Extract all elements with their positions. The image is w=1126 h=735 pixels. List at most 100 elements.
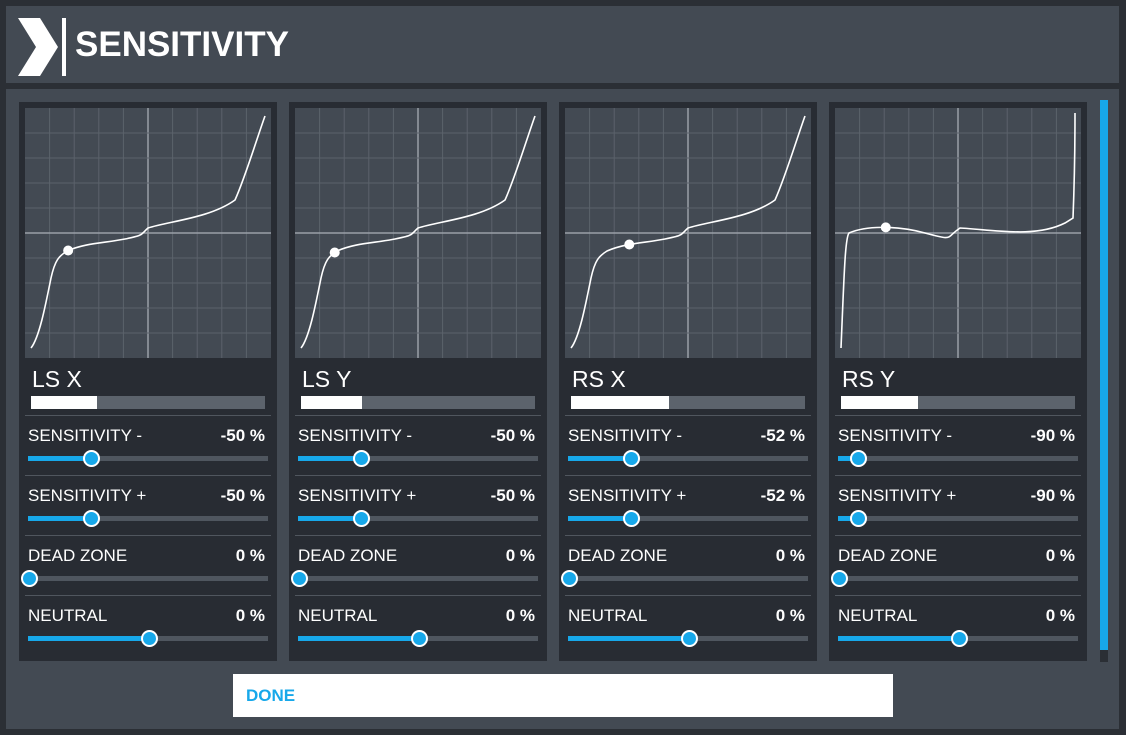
setting-row: SENSITIVITY - -52 % — [565, 415, 811, 476]
input-position-dot — [880, 222, 891, 233]
setting-slider[interactable] — [568, 510, 808, 527]
setting-slider[interactable] — [28, 630, 268, 647]
setting-value: 0 % — [775, 606, 805, 625]
setting-slider[interactable] — [298, 510, 538, 527]
setting-value: 0 % — [1045, 606, 1075, 625]
setting-label: SENSITIVITY - — [838, 426, 952, 445]
setting-row: NEUTRAL 0 % — [565, 595, 811, 656]
slider-knob[interactable] — [850, 450, 868, 467]
input-level-fill — [841, 396, 919, 409]
setting-slider[interactable] — [568, 630, 808, 647]
slider-fill — [568, 516, 631, 521]
input-level-bar — [841, 396, 1075, 409]
done-button[interactable]: DONE — [233, 674, 893, 717]
setting-row: SENSITIVITY - -50 % — [295, 415, 541, 476]
axis-panel: LS Y SENSITIVITY - -50 % SENSITIVITY + -50 %… — [289, 102, 547, 661]
setting-value: 0 % — [505, 606, 535, 625]
setting-row: SENSITIVITY + -52 % — [565, 475, 811, 536]
input-level-fill — [301, 396, 362, 409]
input-position-dot — [63, 245, 74, 256]
response-curve-graph — [295, 108, 541, 358]
slider-knob[interactable] — [831, 570, 848, 587]
slider-knob[interactable] — [623, 450, 641, 467]
setting-label: SENSITIVITY + — [568, 486, 687, 505]
slider-fill — [838, 516, 858, 521]
chevron-logo-icon — [18, 18, 66, 76]
input-level-fill — [31, 396, 97, 409]
response-curve-graph — [25, 108, 271, 358]
setting-row: DEAD ZONE 0 % — [831, 535, 1081, 596]
setting-value: 0 % — [775, 546, 805, 565]
slider-fill — [298, 516, 361, 521]
setting-slider[interactable] — [28, 450, 268, 467]
setting-value: 0 % — [235, 606, 265, 625]
axis-label: LS X — [32, 366, 82, 392]
curve-chart — [835, 108, 1081, 358]
setting-slider[interactable] — [298, 630, 538, 647]
sensitivity-content: LS X SENSITIVITY - -50 % SENSITIVITY + -50 %… — [6, 89, 1119, 729]
slider-fill — [838, 636, 958, 641]
setting-slider[interactable] — [568, 450, 808, 467]
axis-panel: RS Y SENSITIVITY - -90 % SENSITIVITY + -90 %… — [829, 102, 1087, 661]
setting-label: SENSITIVITY + — [28, 486, 147, 505]
setting-row: SENSITIVITY - -50 % — [25, 415, 271, 476]
setting-slider[interactable] — [838, 450, 1078, 467]
setting-value: -50 % — [490, 426, 535, 445]
axis-label: RS X — [572, 366, 626, 392]
axis-label: LS Y — [302, 366, 352, 392]
slider-fill — [28, 516, 91, 521]
slider-knob[interactable] — [83, 450, 101, 467]
setting-slider[interactable] — [28, 510, 268, 527]
slider-knob[interactable] — [83, 510, 101, 527]
setting-slider[interactable] — [838, 510, 1078, 527]
slider-fill — [298, 456, 361, 461]
input-level-bar — [301, 396, 535, 409]
slider-knob[interactable] — [951, 630, 968, 647]
setting-value: -52 % — [760, 486, 805, 505]
setting-row: SENSITIVITY - -90 % — [835, 415, 1081, 476]
setting-label: DEAD ZONE — [298, 546, 398, 565]
setting-label: NEUTRAL — [838, 606, 918, 625]
setting-row: DEAD ZONE 0 % — [21, 535, 271, 596]
response-curve — [840, 112, 1076, 349]
scrollbar-thumb[interactable] — [1100, 100, 1108, 650]
curve-chart — [295, 108, 541, 358]
input-level-fill — [571, 396, 670, 409]
setting-value: -90 % — [1030, 486, 1075, 505]
slider-knob[interactable] — [353, 510, 371, 527]
setting-row: DEAD ZONE 0 % — [291, 535, 541, 596]
slider-knob[interactable] — [623, 510, 641, 527]
setting-value: -50 % — [490, 486, 535, 505]
slider-knob[interactable] — [411, 630, 428, 647]
axis-panel: RS X SENSITIVITY - -52 % SENSITIVITY + -52 %… — [559, 102, 817, 661]
slider-knob[interactable] — [21, 570, 38, 587]
axis-panel: LS X SENSITIVITY - -50 % SENSITIVITY + -50 %… — [19, 102, 277, 661]
setting-value: 0 % — [1045, 546, 1075, 565]
response-curve — [570, 115, 806, 349]
setting-row: SENSITIVITY + -50 % — [295, 475, 541, 536]
setting-slider[interactable] — [838, 630, 1078, 647]
setting-value: -52 % — [760, 426, 805, 445]
setting-slider[interactable] — [831, 570, 1078, 587]
slider-knob[interactable] — [850, 510, 868, 527]
scrollbar[interactable] — [1100, 100, 1108, 662]
response-curve — [300, 115, 536, 349]
setting-label: DEAD ZONE — [568, 546, 668, 565]
slider-knob[interactable] — [353, 450, 371, 467]
response-curve — [30, 115, 266, 349]
slider-knob[interactable] — [681, 630, 698, 647]
setting-label: NEUTRAL — [298, 606, 378, 625]
setting-slider[interactable] — [21, 570, 268, 587]
setting-slider[interactable] — [291, 570, 538, 587]
slider-fill — [838, 456, 858, 461]
slider-knob[interactable] — [561, 570, 578, 587]
input-position-dot — [329, 247, 340, 258]
input-position-dot — [624, 239, 635, 250]
slider-fill — [298, 636, 418, 641]
setting-label: NEUTRAL — [28, 606, 108, 625]
setting-slider[interactable] — [561, 570, 808, 587]
slider-knob[interactable] — [141, 630, 158, 647]
setting-slider[interactable] — [298, 450, 538, 467]
slider-knob[interactable] — [291, 570, 308, 587]
slider-fill — [28, 636, 148, 641]
